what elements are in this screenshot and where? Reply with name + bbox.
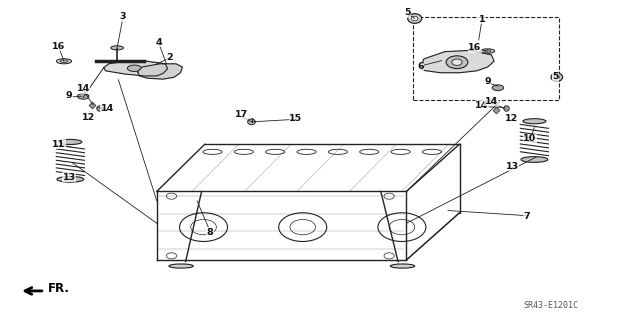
Ellipse shape <box>59 139 82 145</box>
Text: 17: 17 <box>235 110 248 119</box>
Text: 1: 1 <box>479 15 485 24</box>
Polygon shape <box>104 61 168 76</box>
Text: 2: 2 <box>166 53 173 62</box>
Ellipse shape <box>111 46 124 50</box>
Text: 5: 5 <box>552 72 559 81</box>
Text: 16: 16 <box>468 43 481 52</box>
Text: 4: 4 <box>156 38 162 47</box>
Text: 12: 12 <box>506 114 518 123</box>
Text: 5: 5 <box>404 8 411 17</box>
Ellipse shape <box>169 264 193 268</box>
Text: 6: 6 <box>417 63 424 71</box>
Ellipse shape <box>452 59 462 65</box>
Text: 16: 16 <box>52 42 65 51</box>
Ellipse shape <box>408 14 422 23</box>
Polygon shape <box>421 50 494 73</box>
Ellipse shape <box>57 176 84 182</box>
Ellipse shape <box>554 75 559 79</box>
Text: 10: 10 <box>524 134 536 143</box>
Text: 14: 14 <box>101 104 114 113</box>
Ellipse shape <box>523 119 546 124</box>
Ellipse shape <box>481 49 495 53</box>
Ellipse shape <box>248 119 255 125</box>
Ellipse shape <box>127 65 141 71</box>
Text: 12: 12 <box>82 113 95 122</box>
Text: 13: 13 <box>506 162 518 171</box>
Text: 14: 14 <box>77 84 90 93</box>
Ellipse shape <box>492 85 504 91</box>
Ellipse shape <box>551 73 563 81</box>
Ellipse shape <box>390 264 415 268</box>
Text: 3: 3 <box>120 12 126 21</box>
Text: 14: 14 <box>485 97 498 106</box>
Ellipse shape <box>412 16 418 21</box>
Text: 8: 8 <box>207 228 213 237</box>
Ellipse shape <box>521 157 548 162</box>
Text: 11: 11 <box>52 140 65 149</box>
Text: 15: 15 <box>289 114 302 122</box>
Text: SR43-E1201C: SR43-E1201C <box>523 301 578 310</box>
Ellipse shape <box>446 56 468 69</box>
Ellipse shape <box>77 93 89 99</box>
Polygon shape <box>138 64 182 79</box>
Text: 14: 14 <box>476 101 488 110</box>
Text: 9: 9 <box>66 91 72 100</box>
Text: 13: 13 <box>63 173 76 182</box>
Text: 7: 7 <box>524 212 530 221</box>
Text: FR.: FR. <box>48 282 70 295</box>
Text: 9: 9 <box>484 77 491 86</box>
Ellipse shape <box>56 59 72 64</box>
